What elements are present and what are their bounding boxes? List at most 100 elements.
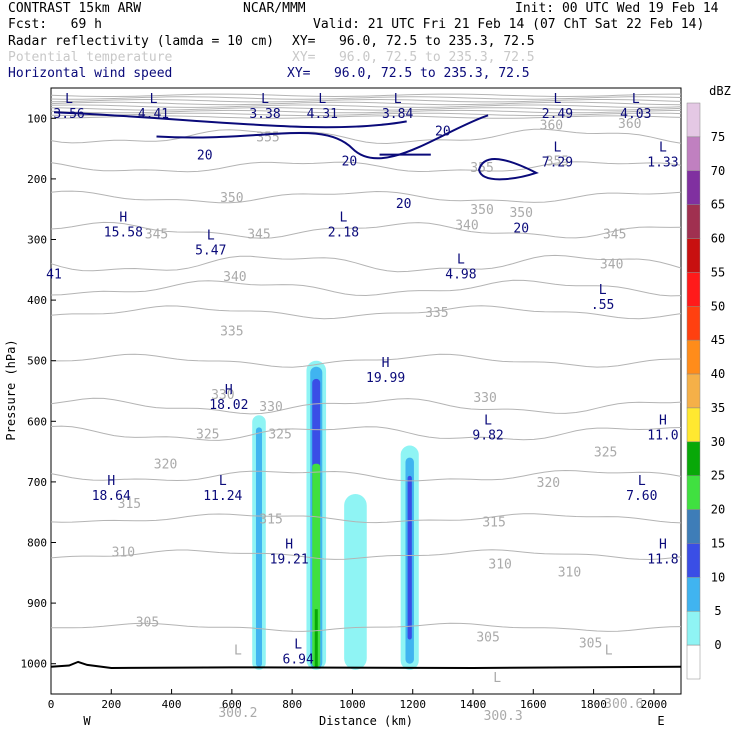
theta-label: 300.2	[218, 706, 257, 721]
extremum-letter: L	[394, 92, 402, 107]
extremum-value: 19.99	[366, 371, 405, 386]
reflectivity-cell-15dbz	[407, 475, 412, 640]
theta-label: 360	[540, 118, 563, 133]
extremum-letter: L	[457, 253, 465, 268]
x-tick-label: 1600	[520, 698, 547, 711]
field2-xy: XY= 96.0, 72.5 to 235.3, 72.5	[292, 50, 535, 65]
colorbar-swatch	[686, 238, 701, 273]
extremum-value: 1.33	[647, 156, 678, 171]
colorbar-level-label: 20	[711, 503, 725, 517]
theta-contour	[50, 254, 682, 273]
theta-label: 300.3	[484, 709, 523, 724]
extremum-letter: L	[553, 141, 561, 156]
extremum-value: 7.29	[542, 156, 573, 171]
colorbar-level-label: 40	[711, 367, 725, 381]
theta-label: 340	[600, 258, 623, 273]
theta-label: 330	[473, 391, 496, 406]
colorbar-level-label: 55	[711, 265, 725, 279]
extremum-marker: H15.58	[104, 210, 143, 240]
theta-label: 325	[268, 427, 291, 442]
field2-label: Potential temperature	[8, 50, 173, 65]
theta-label: 350	[470, 203, 493, 218]
theta-contour	[50, 279, 682, 297]
theta-label: 350	[509, 206, 532, 221]
extremum-letter: H	[659, 538, 667, 553]
y-tick-label: 800	[27, 537, 47, 550]
x-tick-label: 600	[222, 698, 242, 711]
colorbar-swatch	[686, 306, 701, 341]
theta-contour	[50, 221, 682, 239]
theta-label: 315	[482, 515, 505, 530]
theta-label: 325	[196, 427, 219, 442]
extremum-value: 6.94	[283, 653, 314, 668]
extremum-marker: L	[493, 671, 501, 686]
theta-label: 310	[112, 546, 135, 561]
extremum-letter: H	[225, 383, 233, 398]
extremum-letter: H	[382, 356, 390, 371]
theta-label: 325	[594, 446, 617, 461]
theta-contour	[50, 549, 682, 561]
colorbar-swatch	[686, 204, 701, 239]
colorbar-swatch	[686, 170, 701, 205]
extremum-marker: L3.84	[382, 92, 413, 122]
extremum-marker: L2.49	[542, 92, 573, 122]
extremum-value: 9.82	[472, 428, 503, 443]
wind-contour-label: 20	[396, 197, 412, 212]
extremum-marker: L3.38	[249, 92, 280, 122]
colorbar-swatch	[686, 407, 701, 443]
colorbar-swatch	[686, 102, 701, 138]
extremum-value: 4.41	[138, 107, 169, 122]
theta-label: 355	[470, 161, 493, 176]
wind-contour-label: 20	[342, 155, 358, 170]
colorbar-level-label: 25	[711, 469, 725, 483]
extremum-value: 11.0	[647, 428, 678, 443]
theta-label: 340	[223, 270, 246, 285]
extremum-value: 19.21	[270, 553, 309, 568]
extremum-letter: L	[234, 644, 242, 659]
colorbar-level-label: 75	[711, 130, 725, 144]
extremum-marker: L	[234, 644, 242, 659]
y-tick-label: 500	[27, 355, 47, 368]
y-tick-label: 700	[27, 476, 47, 489]
colorbar-level-label: 5	[714, 604, 721, 618]
theta-contour-upper	[50, 112, 682, 117]
wind-contour-label: 20	[197, 149, 213, 164]
x-tick-label: 1800	[580, 698, 607, 711]
colorbar-swatch	[686, 610, 701, 646]
theta-contour-upper	[50, 104, 682, 108]
extremum-value: 18.64	[92, 489, 131, 504]
extremum-letter: L	[219, 474, 227, 489]
y-tick-label: 1000	[21, 658, 48, 671]
wind-contour	[478, 158, 539, 181]
colorbar-level-label: 10	[711, 570, 725, 584]
y-tick-label: 400	[27, 294, 47, 307]
extremum-letter: L	[339, 210, 347, 225]
theta-label: 340	[455, 218, 478, 233]
x-tick-label: 1400	[460, 698, 487, 711]
extremum-marker: L4.31	[307, 92, 338, 122]
theta-label: 320	[537, 476, 560, 491]
x-tick-label: 800	[282, 698, 302, 711]
extremum-value: 7.60	[626, 489, 657, 504]
theta-label: 305	[136, 615, 159, 630]
theta-label: 360	[618, 117, 641, 132]
extremum-value: 11.24	[203, 489, 242, 504]
extremum-letter: L	[294, 638, 302, 653]
reflectivity-cell-core	[255, 427, 263, 667]
extremum-marker: L5.47	[195, 229, 226, 259]
extremum-marker: 41	[46, 268, 62, 283]
theta-contour-upper	[50, 107, 682, 111]
field3-xy: XY= 96.0, 72.5 to 235.3, 72.5	[287, 66, 530, 81]
extremum-letter: L	[150, 92, 158, 107]
field3-label: Horizontal wind speed	[8, 66, 173, 81]
extremum-marker: L11.24	[203, 474, 242, 504]
extremum-marker: H19.99	[366, 356, 405, 386]
valid-time: Valid: 21 UTC Fri 21 Feb 14 (07 ChT Sat …	[313, 17, 705, 32]
model-name: CONTRAST 15km ARW	[8, 1, 142, 16]
theta-label: 345	[603, 227, 626, 242]
extremum-value: 4.03	[620, 107, 651, 122]
y-tick-label: 300	[27, 234, 47, 247]
extremum-marker: L1.33	[647, 141, 678, 171]
extremum-marker: L9.82	[472, 413, 503, 443]
colorbar-level-label: 15	[711, 536, 725, 550]
